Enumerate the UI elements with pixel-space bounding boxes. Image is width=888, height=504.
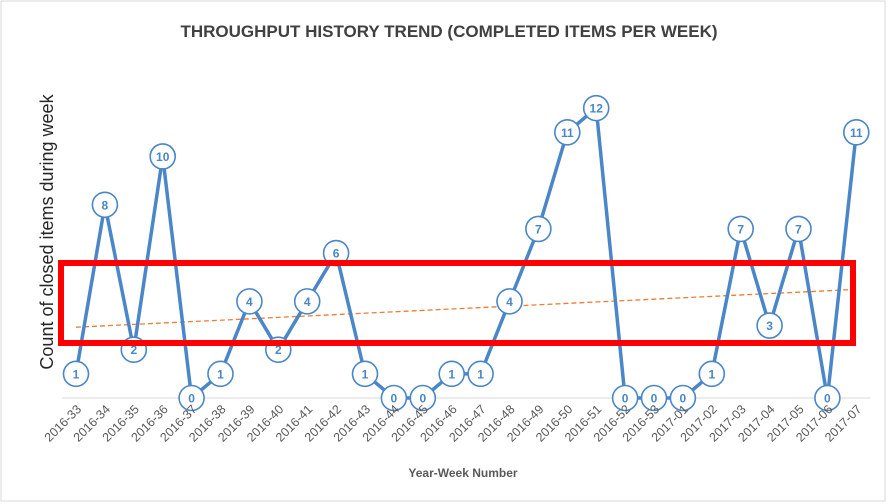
data-label: 4 xyxy=(506,295,513,309)
data-label: 0 xyxy=(419,392,426,406)
data-point xyxy=(640,384,668,412)
data-point xyxy=(207,360,234,388)
data-label: 1 xyxy=(73,367,80,381)
data-point xyxy=(149,143,176,170)
data-label: 6 xyxy=(333,247,340,261)
data-point xyxy=(62,360,90,388)
data-label: 11 xyxy=(850,126,863,140)
data-point xyxy=(351,360,379,388)
highlight-rectangle xyxy=(58,260,856,346)
data-label: 0 xyxy=(188,392,195,406)
data-label: 1 xyxy=(362,367,369,381)
data-point xyxy=(698,360,726,388)
data-label: 1 xyxy=(217,367,224,381)
data-point xyxy=(785,215,812,243)
data-point xyxy=(842,119,870,146)
data-point xyxy=(582,94,610,122)
data-label: 1 xyxy=(477,367,484,381)
data-point xyxy=(409,384,437,412)
chart-title: THROUGHPUT HISTORY TREND (COMPLETED ITEM… xyxy=(180,22,717,41)
data-point xyxy=(727,215,755,243)
data-point xyxy=(178,384,205,412)
data-point xyxy=(293,288,321,315)
data-point xyxy=(756,312,783,339)
data-label: 1 xyxy=(448,367,455,381)
data-label: 2 xyxy=(275,343,282,357)
data-point xyxy=(467,360,494,388)
data-point xyxy=(669,384,697,412)
data-label: 0 xyxy=(680,392,687,406)
data-label: 1 xyxy=(708,367,715,381)
data-point xyxy=(438,360,466,388)
data-point xyxy=(553,119,581,146)
data-point xyxy=(496,288,523,315)
data-label: 0 xyxy=(391,392,398,406)
data-label: 0 xyxy=(824,392,831,406)
data-point xyxy=(814,384,841,412)
x-axis-label: Year-Week Number xyxy=(408,466,517,480)
data-point xyxy=(236,288,263,315)
data-label: 10 xyxy=(156,150,170,164)
data-point xyxy=(380,384,408,412)
data-label: 3 xyxy=(766,319,773,333)
data-label: 7 xyxy=(535,222,542,236)
series-line xyxy=(74,106,859,400)
data-label: 8 xyxy=(102,198,109,212)
data-point xyxy=(91,191,119,219)
data-point xyxy=(611,384,639,412)
y-axis-label: Count of closed items during week xyxy=(37,93,57,369)
data-label: 4 xyxy=(304,295,311,309)
data-label: 2 xyxy=(130,343,137,357)
data-label: 7 xyxy=(795,222,802,236)
data-point xyxy=(525,215,552,243)
data-label: 0 xyxy=(651,392,658,406)
data-label: 11 xyxy=(561,126,574,140)
data-label: 4 xyxy=(246,295,253,309)
data-label: 7 xyxy=(737,222,744,236)
data-label: 0 xyxy=(622,392,629,406)
data-label: 12 xyxy=(590,102,604,116)
